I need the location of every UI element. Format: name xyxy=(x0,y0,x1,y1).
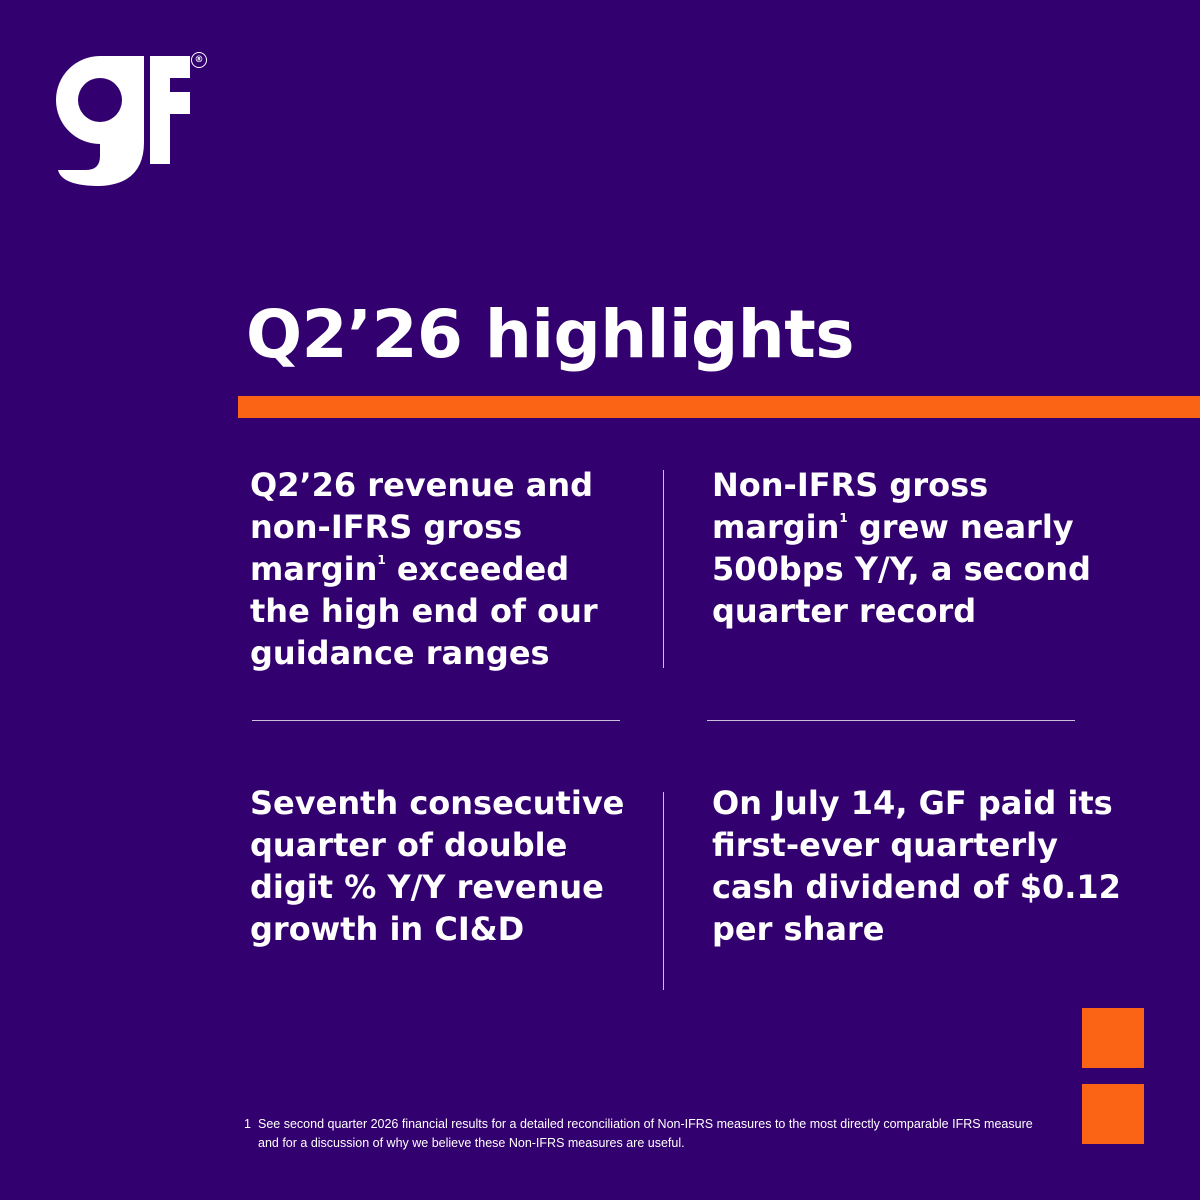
horizontal-divider xyxy=(252,720,620,721)
logo-f-shape xyxy=(150,56,190,164)
accent-square-top xyxy=(1082,1008,1144,1068)
accent-square-bottom xyxy=(1082,1084,1144,1144)
gf-logo-icon xyxy=(56,56,190,186)
footnote: 1 See second quarter 2026 financial resu… xyxy=(244,1115,1044,1153)
footnote-ref: 1 xyxy=(839,511,848,525)
highlight-1-text-cont: exceeded the high end of our guidance ra… xyxy=(250,550,598,672)
logo-g-shape xyxy=(56,56,144,186)
highlight-revenue-margin: Q2’26 revenue and non-IFRS gross margin1… xyxy=(250,464,630,674)
registered-mark: ® xyxy=(191,52,207,68)
highlight-2-text-cont: grew nearly 500bps Y/Y, a second quarter… xyxy=(712,508,1091,630)
highlight-dividend: On July 14, GF paid its first-ever quart… xyxy=(712,782,1132,950)
highlight-gross-margin-growth: Non-IFRS gross margin1 grew nearly 500bp… xyxy=(712,464,1092,632)
highlight-4-text: On July 14, GF paid its first-ever quart… xyxy=(712,784,1121,948)
vertical-divider xyxy=(663,470,664,668)
highlight-ci-and-d-growth: Seventh consecutive quarter of double di… xyxy=(250,782,630,950)
horizontal-divider xyxy=(707,720,1075,721)
vertical-divider xyxy=(663,792,664,990)
footnote-text: See second quarter 2026 financial result… xyxy=(258,1117,1033,1150)
highlight-2-text: Non-IFRS gross margin xyxy=(712,466,989,546)
highlight-3-text: Seventh consecutive quarter of double di… xyxy=(250,784,625,948)
page-title: Q2’26 highlights xyxy=(246,296,855,373)
footnote-marker: 1 xyxy=(244,1117,251,1131)
title-underline-bar xyxy=(238,396,1200,418)
highlight-1-text: Q2’26 revenue and non-IFRS gross margin xyxy=(250,466,594,588)
footnote-ref: 1 xyxy=(377,553,386,567)
